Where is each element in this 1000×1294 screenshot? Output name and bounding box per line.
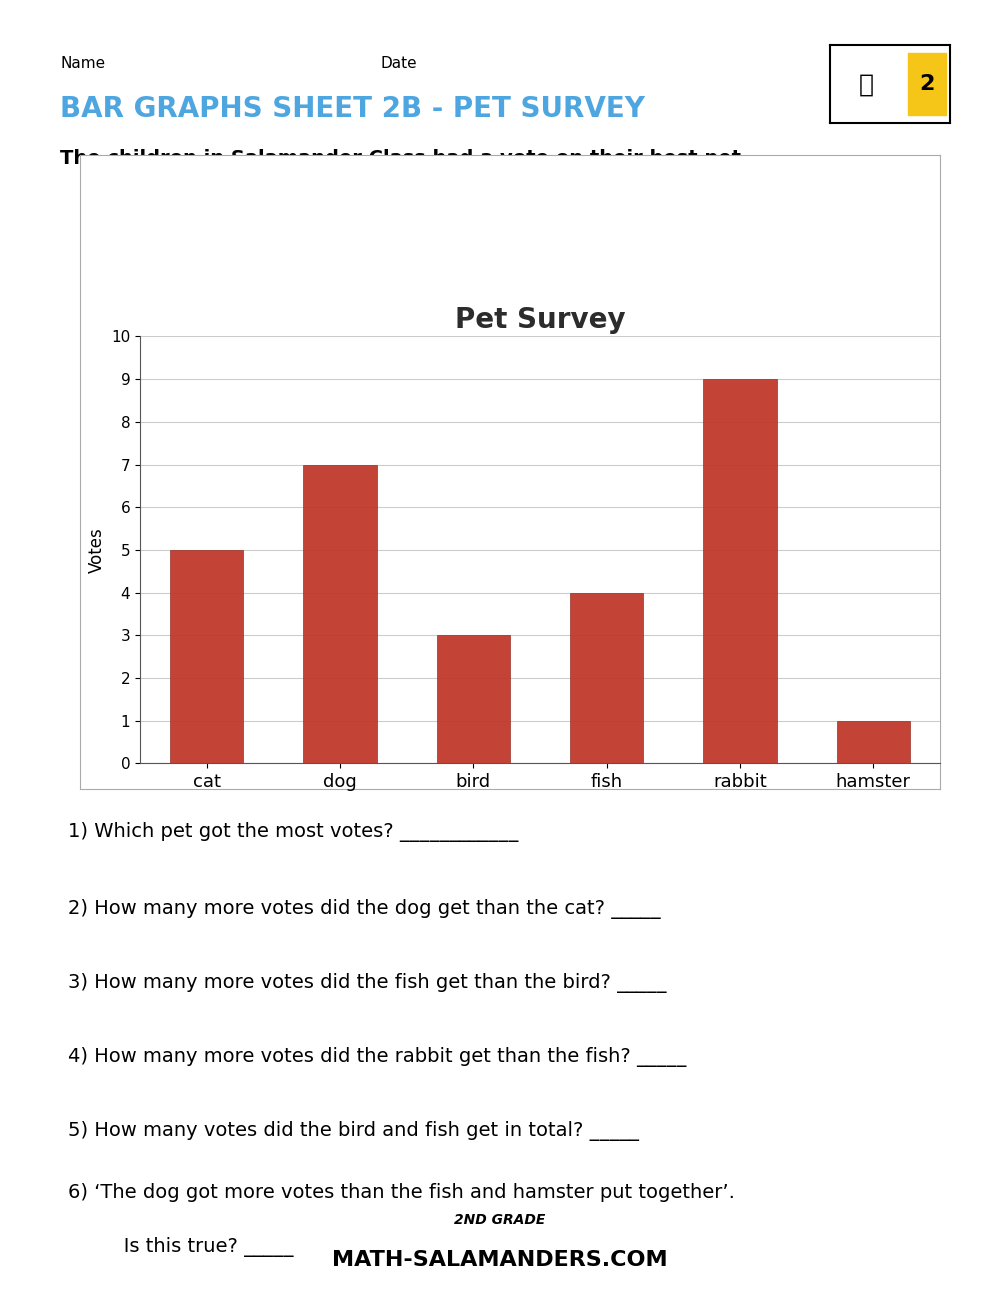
Text: 1) Which pet got the most votes? ____________: 1) Which pet got the most votes? _______… [68,822,519,841]
Title: Pet Survey: Pet Survey [455,307,625,334]
Text: 2: 2 [920,74,935,94]
Bar [908,53,946,115]
Text: 2) How many more votes did the dog get than the cat? _____: 2) How many more votes did the dog get t… [68,899,661,919]
Text: 🎓: 🎓 [858,72,874,96]
Text: Is this true? _____: Is this true? _____ [105,1237,294,1256]
Text: 3) How many more votes did the fish get than the bird? _____: 3) How many more votes did the fish get … [68,973,667,992]
Text: The children in Salamander Class had a vote on their best pet.: The children in Salamander Class had a v… [60,149,748,168]
Text: 5) How many votes did the bird and fish get in total? _____: 5) How many votes did the bird and fish … [68,1121,639,1140]
Text: 2ND GRADE: 2ND GRADE [454,1212,546,1227]
Bar [437,635,510,763]
Text: Date: Date [380,56,417,71]
Bar [303,465,377,763]
Text: Name: Name [60,56,105,71]
Text: BAR GRAPHS SHEET 2B - PET SURVEY: BAR GRAPHS SHEET 2B - PET SURVEY [60,94,645,123]
Bar [170,550,243,763]
Bar [703,379,777,763]
Bar [837,721,910,763]
Text: MATH-SALAMANDERS.COM: MATH-SALAMANDERS.COM [332,1250,668,1271]
Text: 4) How many more votes did the rabbit get than the fish? _____: 4) How many more votes did the rabbit ge… [68,1047,687,1066]
Y-axis label: Votes: Votes [87,527,105,573]
Text: 6) ‘The dog got more votes than the fish and hamster put together’.: 6) ‘The dog got more votes than the fish… [68,1183,735,1202]
Bar [570,593,643,763]
